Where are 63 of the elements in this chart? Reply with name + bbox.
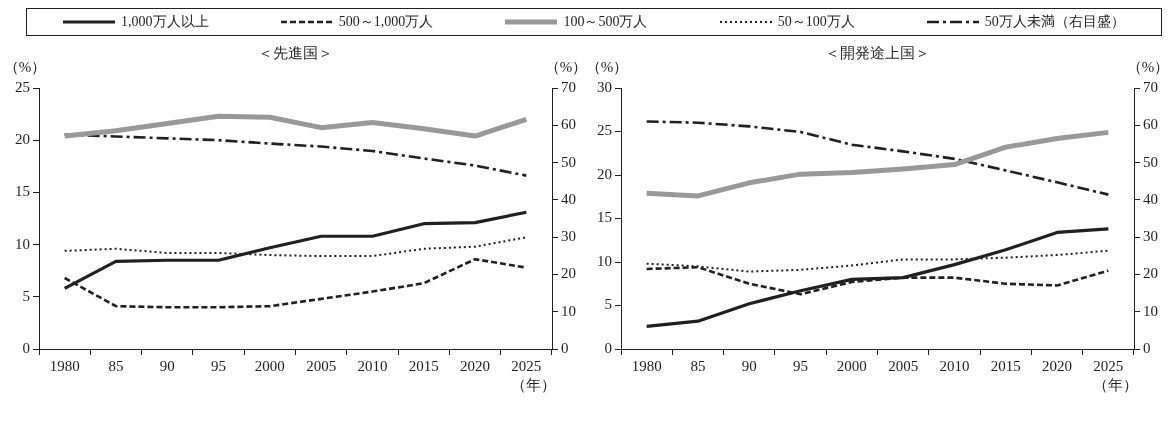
y-tick-label: 15	[597, 209, 612, 226]
y2-tick-label: 50	[1143, 153, 1158, 170]
legend-label: 50～100万人	[777, 13, 855, 31]
y2-tick-label: 0	[561, 339, 569, 356]
y2-tick-label: 10	[1143, 302, 1158, 319]
y2-tick-label: 70	[1143, 78, 1158, 95]
y2-tick-label: 40	[1143, 190, 1158, 207]
x-tick-label: 2010	[357, 357, 388, 374]
x-tick-label: 2010	[939, 357, 970, 374]
y2-tick-label: 60	[561, 116, 576, 133]
x-tick-label: 95	[211, 357, 227, 374]
x-tick-label: 85	[108, 357, 124, 374]
y-tick-label: 0	[604, 339, 612, 356]
x-tick-label: 2005	[306, 357, 337, 374]
y-tick-label: 20	[15, 131, 30, 148]
y-tick-label: 25	[15, 78, 30, 95]
x-tick-label: 2025	[1093, 357, 1124, 374]
x-tick-label: 2025	[511, 357, 542, 374]
legend-label: 1,000万人以上	[121, 13, 209, 31]
y2-axis-title: （%）	[1126, 59, 1170, 76]
y2-tick-label: 60	[1143, 116, 1158, 133]
y2-tick-label: 0	[1143, 339, 1151, 356]
x-axis-title: （年）	[511, 377, 556, 394]
y-tick-label: 30	[597, 78, 612, 95]
x-axis-title: （年）	[1093, 377, 1138, 394]
legend-label: 50万人未満（右目盛）	[984, 13, 1125, 31]
y2-tick-label: 30	[561, 228, 576, 245]
x-tick-label: 2015	[990, 357, 1021, 374]
y-tick-label: 15	[15, 183, 30, 200]
x-tick-label: 2020	[460, 357, 491, 374]
x-tick-label: 90	[741, 357, 757, 374]
x-tick-label: 2000	[254, 357, 285, 374]
y-tick-label: 0	[22, 339, 30, 356]
y-tick-label: 5	[604, 296, 612, 313]
y2-tick-label: 10	[561, 302, 576, 319]
y2-axis-title: （%）	[544, 59, 588, 76]
legend-label: 100～500万人	[563, 13, 648, 31]
x-tick-label: 2020	[1042, 357, 1073, 374]
y-tick-label: 20	[597, 165, 612, 182]
chart-title: ＜開発途上国＞	[825, 45, 930, 62]
y2-tick-label: 20	[561, 265, 576, 282]
x-tick-label: 1980	[49, 357, 80, 374]
y2-tick-label: 40	[561, 190, 576, 207]
x-tick-label: 95	[793, 357, 809, 374]
x-tick-label: 2000	[836, 357, 867, 374]
y2-tick-label: 50	[561, 153, 576, 170]
x-tick-label: 2005	[888, 357, 919, 374]
x-tick-label: 1980	[631, 357, 662, 374]
x-tick-label: 2015	[408, 357, 439, 374]
y-tick-label: 5	[22, 287, 30, 304]
legend-label: 500～1,000万人	[338, 13, 434, 31]
y2-tick-label: 30	[1143, 228, 1158, 245]
y-tick-label: 25	[597, 122, 612, 139]
y2-tick-label: 70	[561, 78, 576, 95]
x-tick-label: 85	[690, 357, 706, 374]
y-tick-label: 10	[15, 235, 30, 252]
y2-tick-label: 20	[1143, 265, 1158, 282]
x-tick-label: 90	[159, 357, 175, 374]
chart-title: ＜先進国＞	[258, 45, 333, 62]
y-tick-label: 10	[597, 252, 612, 269]
y-axis-title: （%）	[585, 59, 629, 76]
y-axis-title: （%）	[3, 59, 47, 76]
line-series	[645, 120, 1110, 196]
